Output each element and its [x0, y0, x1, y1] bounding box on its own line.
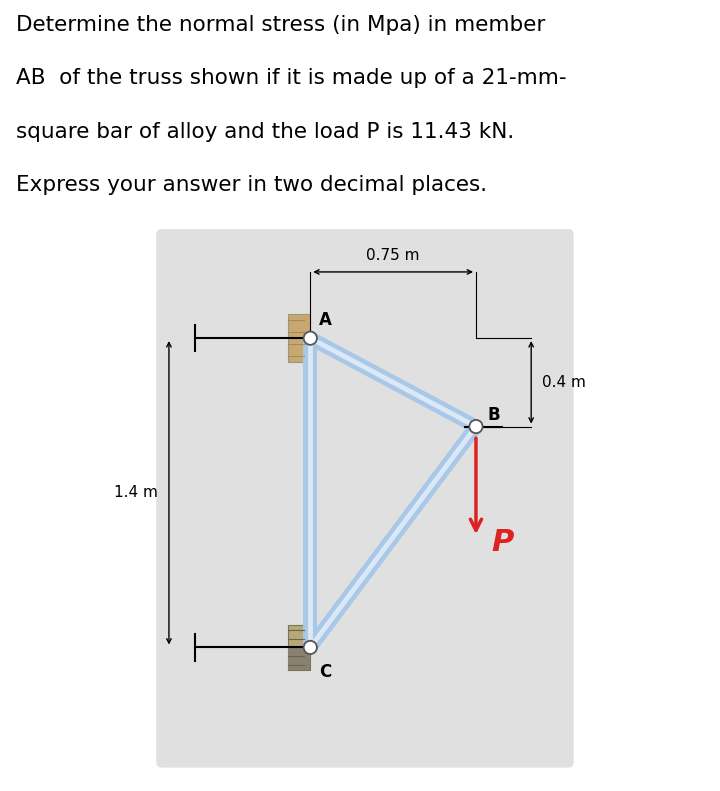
Circle shape [469, 420, 482, 433]
Text: A: A [319, 312, 332, 329]
Text: C: C [319, 663, 331, 681]
Text: 1.4 m: 1.4 m [114, 486, 158, 501]
Circle shape [304, 641, 317, 654]
Text: AB  of the truss shown if it is made up of a 21-mm-: AB of the truss shown if it is made up o… [16, 68, 567, 88]
Circle shape [304, 331, 317, 345]
Bar [288, 647, 310, 669]
Text: Determine the normal stress (in Mpa) in member: Determine the normal stress (in Mpa) in … [16, 15, 545, 35]
Text: B: B [487, 407, 500, 424]
Text: P: P [492, 528, 514, 557]
Bar [288, 626, 310, 669]
Text: Express your answer in two decimal places.: Express your answer in two decimal place… [16, 175, 487, 195]
Bar [288, 314, 310, 362]
Text: square bar of alloy and the load P is 11.43 kN.: square bar of alloy and the load P is 11… [16, 122, 514, 142]
Text: 0.75 m: 0.75 m [366, 248, 420, 263]
FancyBboxPatch shape [156, 229, 574, 767]
Text: 0.4 m: 0.4 m [542, 375, 586, 390]
